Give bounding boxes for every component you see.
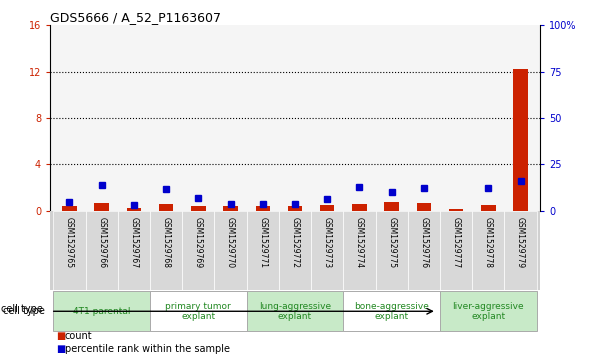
Text: GSM1529778: GSM1529778 xyxy=(484,217,493,268)
Bar xyxy=(247,211,279,290)
Text: GSM1529772: GSM1529772 xyxy=(290,217,300,268)
Bar xyxy=(343,211,376,290)
Bar xyxy=(247,291,343,331)
Bar xyxy=(224,207,238,211)
Text: liver-aggressive
explant: liver-aggressive explant xyxy=(453,302,524,321)
Bar xyxy=(127,208,141,211)
Text: lung-aggressive
explant: lung-aggressive explant xyxy=(259,302,331,321)
Text: count: count xyxy=(65,331,93,341)
Bar xyxy=(94,203,109,211)
Bar xyxy=(182,211,214,290)
Text: GSM1529775: GSM1529775 xyxy=(387,217,396,268)
Text: GSM1529777: GSM1529777 xyxy=(451,217,461,268)
Text: primary tumor
explant: primary tumor explant xyxy=(165,302,231,321)
Text: GSM1529779: GSM1529779 xyxy=(516,217,525,268)
Text: GSM1529768: GSM1529768 xyxy=(162,217,171,268)
Text: GSM1529765: GSM1529765 xyxy=(65,217,74,268)
Bar xyxy=(159,204,173,211)
Bar xyxy=(62,207,77,211)
Text: ■: ■ xyxy=(56,331,65,341)
Bar xyxy=(472,211,504,290)
Bar xyxy=(255,207,270,211)
Text: GSM1529770: GSM1529770 xyxy=(226,217,235,268)
Bar xyxy=(440,291,537,331)
Bar xyxy=(417,203,431,211)
Text: GSM1529773: GSM1529773 xyxy=(323,217,332,268)
Bar xyxy=(150,211,182,290)
Text: cell type: cell type xyxy=(1,305,43,314)
Bar xyxy=(504,211,537,290)
Bar xyxy=(279,211,311,290)
Bar xyxy=(214,211,247,290)
Bar xyxy=(376,211,408,290)
Bar xyxy=(320,205,335,211)
Bar xyxy=(440,211,472,290)
Bar xyxy=(352,204,366,211)
Bar xyxy=(191,207,205,211)
Text: 4T1 parental: 4T1 parental xyxy=(73,307,130,316)
Text: bone-aggressive
explant: bone-aggressive explant xyxy=(354,302,429,321)
Bar xyxy=(53,291,150,331)
Bar xyxy=(408,211,440,290)
Text: GSM1529774: GSM1529774 xyxy=(355,217,364,268)
Text: GDS5666 / A_52_P1163607: GDS5666 / A_52_P1163607 xyxy=(50,11,221,24)
Bar xyxy=(53,211,86,290)
Text: GSM1529766: GSM1529766 xyxy=(97,217,106,268)
Text: ■: ■ xyxy=(56,344,65,354)
Text: cell type: cell type xyxy=(3,306,45,316)
Text: GSM1529776: GSM1529776 xyxy=(419,217,428,268)
Bar xyxy=(150,291,247,331)
Text: percentile rank within the sample: percentile rank within the sample xyxy=(65,344,230,354)
Bar xyxy=(513,69,528,211)
Text: GSM1529769: GSM1529769 xyxy=(194,217,203,268)
Text: GSM1529771: GSM1529771 xyxy=(258,217,267,268)
Bar xyxy=(385,202,399,211)
Text: GSM1529767: GSM1529767 xyxy=(129,217,139,268)
Bar xyxy=(449,209,463,211)
Bar xyxy=(118,211,150,290)
Bar xyxy=(86,211,118,290)
Bar xyxy=(343,291,440,331)
Bar xyxy=(481,205,496,211)
Bar xyxy=(311,211,343,290)
Bar xyxy=(288,207,302,211)
